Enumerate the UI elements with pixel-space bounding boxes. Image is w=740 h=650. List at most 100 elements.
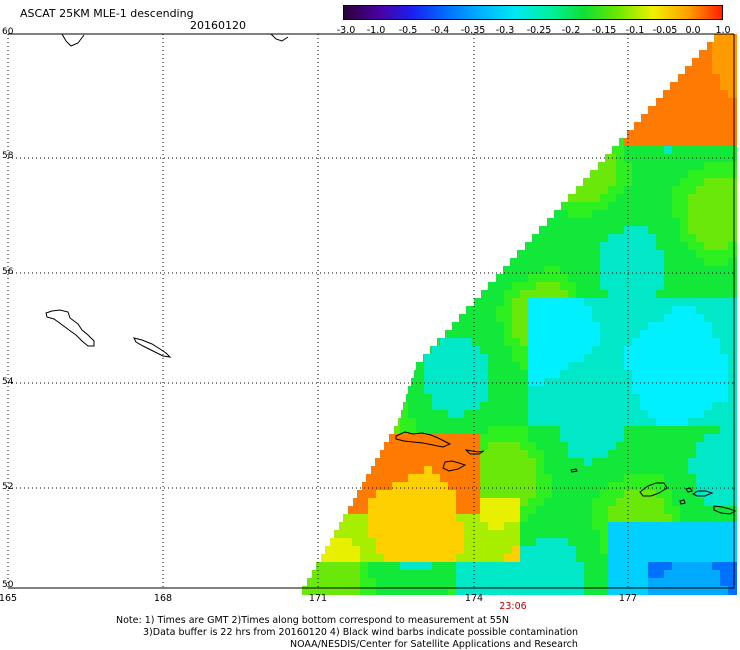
- swath-cell: [648, 546, 657, 555]
- swath-cell: [432, 474, 441, 483]
- swath-cell: [616, 498, 625, 507]
- swath-cell: [616, 266, 625, 275]
- colorbar-label: -0.3: [495, 25, 515, 36]
- swath-cell: [592, 514, 601, 523]
- swath-cell: [672, 498, 681, 507]
- swath-cell: [520, 370, 529, 379]
- swath-cell: [640, 506, 649, 515]
- swath-cell: [728, 370, 737, 379]
- swath-cell: [312, 586, 321, 595]
- swath-cell: [512, 458, 521, 467]
- swath-cell: [656, 546, 665, 555]
- swath-cell: [648, 354, 657, 363]
- swath-cell: [536, 442, 545, 451]
- swath-cell: [656, 394, 665, 403]
- swath-cell: [632, 522, 641, 531]
- swath-cell: [568, 450, 577, 459]
- swath-cell: [552, 482, 561, 491]
- swath-cell: [592, 458, 601, 467]
- swath-cell: [416, 418, 425, 427]
- swath-cell: [608, 210, 617, 219]
- swath-cell: [440, 370, 449, 379]
- swath-cell: [728, 290, 737, 299]
- swath-cell: [672, 426, 681, 435]
- swath-cell: [704, 186, 713, 195]
- swath-cell: [616, 346, 625, 355]
- swath-cell: [680, 482, 689, 491]
- swath-cell: [688, 90, 697, 99]
- swath-cell: [600, 258, 609, 267]
- swath-cell: [584, 458, 593, 467]
- swath-cell: [680, 290, 689, 299]
- swath-cell: [560, 522, 569, 531]
- swath-cell: [712, 466, 721, 475]
- swath-cell: [464, 466, 473, 475]
- swath-cell: [672, 530, 681, 539]
- swath-cell: [448, 394, 457, 403]
- swath-cell: [648, 306, 657, 315]
- swath-cell: [496, 466, 505, 475]
- swath-cell: [720, 170, 729, 179]
- swath-cell: [344, 554, 353, 563]
- swath-cell: [664, 362, 673, 371]
- swath-cell: [392, 570, 401, 579]
- swath-cell: [688, 98, 697, 107]
- swath-cell: [392, 506, 401, 515]
- swath-cell: [696, 354, 705, 363]
- swath-cell: [592, 242, 601, 251]
- swath-cell: [600, 250, 609, 259]
- swath-cell: [552, 530, 561, 539]
- swath-cell: [552, 354, 561, 363]
- swath-cell: [456, 466, 465, 475]
- swath-cell: [688, 554, 697, 563]
- swath-cell: [544, 362, 553, 371]
- swath-cell: [704, 466, 713, 475]
- swath-cell: [680, 394, 689, 403]
- swath-cell: [424, 570, 433, 579]
- swath-cell: [560, 250, 569, 259]
- swath-cell: [728, 538, 737, 547]
- swath-cell: [440, 474, 449, 483]
- swath-cell: [376, 490, 385, 499]
- swath-cell: [401, 410, 410, 419]
- swath-cell: [496, 546, 505, 555]
- swath-cell: [312, 578, 321, 587]
- swath-cell: [720, 130, 729, 139]
- swath-cell: [592, 362, 601, 371]
- swath-cell: [504, 498, 513, 507]
- swath-cell: [424, 434, 433, 443]
- swath-cell: [568, 546, 577, 555]
- swath-cell: [600, 530, 609, 539]
- swath-cell: [360, 578, 369, 587]
- swath-cell: [640, 586, 649, 595]
- swath-cell: [568, 298, 577, 307]
- swath-cell: [688, 82, 697, 91]
- swath-cell: [432, 546, 441, 555]
- swath-cell: [616, 418, 625, 427]
- swath-cell: [704, 530, 713, 539]
- swath-cell: [664, 402, 673, 411]
- swath-cell: [464, 514, 473, 523]
- swath-cell: [664, 562, 673, 571]
- swath-cell: [648, 274, 657, 283]
- swath-cell: [448, 490, 457, 499]
- swath-cell: [552, 578, 561, 587]
- swath-cell: [712, 106, 721, 115]
- swath-cell: [728, 178, 737, 187]
- swath-cell: [528, 490, 537, 499]
- swath-cell: [584, 586, 593, 595]
- swath-cell: [416, 554, 425, 563]
- swath-cell: [456, 338, 465, 347]
- swath-cell: [360, 554, 369, 563]
- swath-cell: [720, 50, 729, 59]
- swath-cell: [480, 466, 489, 475]
- swath-cell: [552, 266, 561, 275]
- swath-cell: [616, 482, 625, 491]
- swath-cell: [504, 530, 513, 539]
- swath-cell: [440, 570, 449, 579]
- swath-cell: [536, 562, 545, 571]
- swath-cell: [392, 482, 401, 491]
- swath-cell: [688, 66, 697, 75]
- swath-cell: [504, 434, 513, 443]
